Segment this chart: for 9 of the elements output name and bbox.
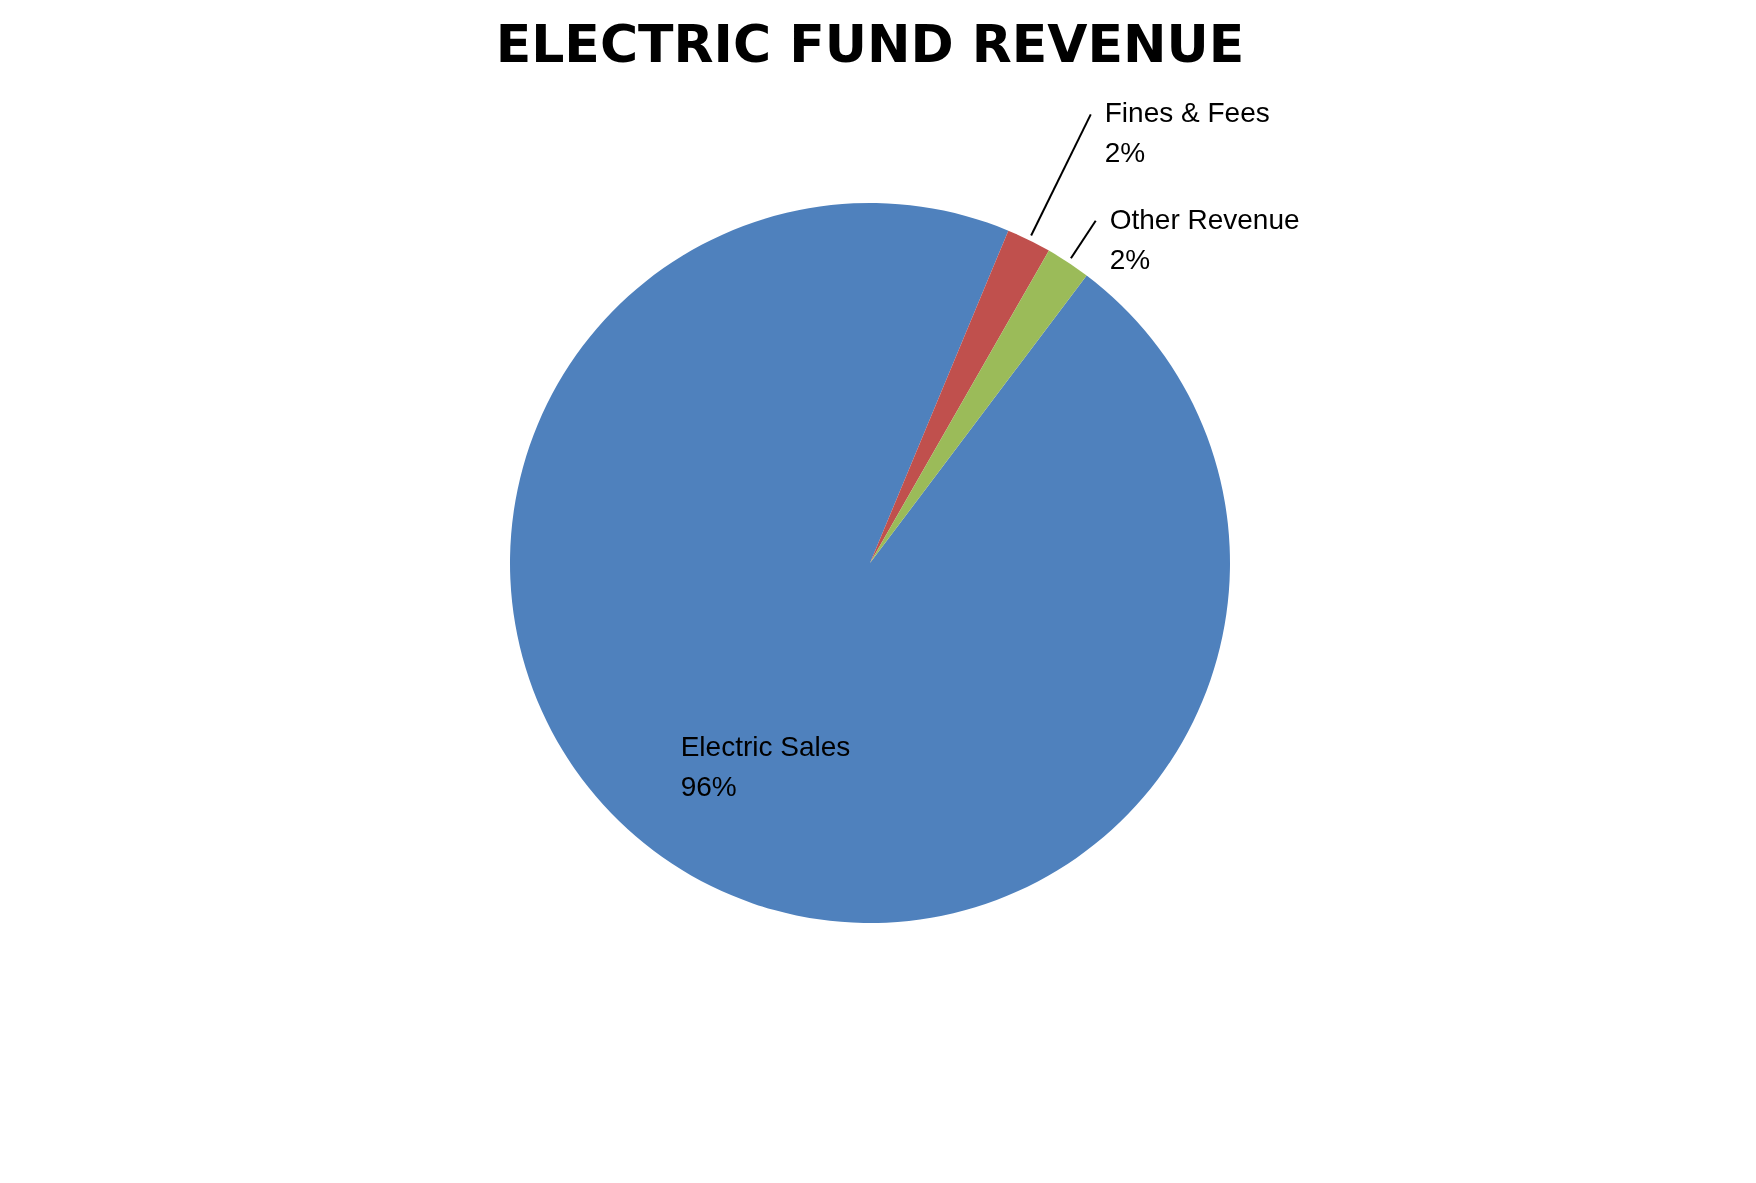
slice-label: Electric Sales (680, 730, 851, 762)
chart-title: ELECTRIC FUND REVENUE (495, 14, 1245, 74)
data-label: 96% (680, 770, 737, 802)
pie-slice (870, 230, 1049, 563)
slice-label: Fines & Fees (1104, 97, 1270, 129)
data-label: 2% (1104, 137, 1146, 169)
data-label: 2% (1109, 243, 1151, 275)
slice-label: Other Revenue (1109, 203, 1300, 235)
pie-slice (870, 250, 1087, 563)
